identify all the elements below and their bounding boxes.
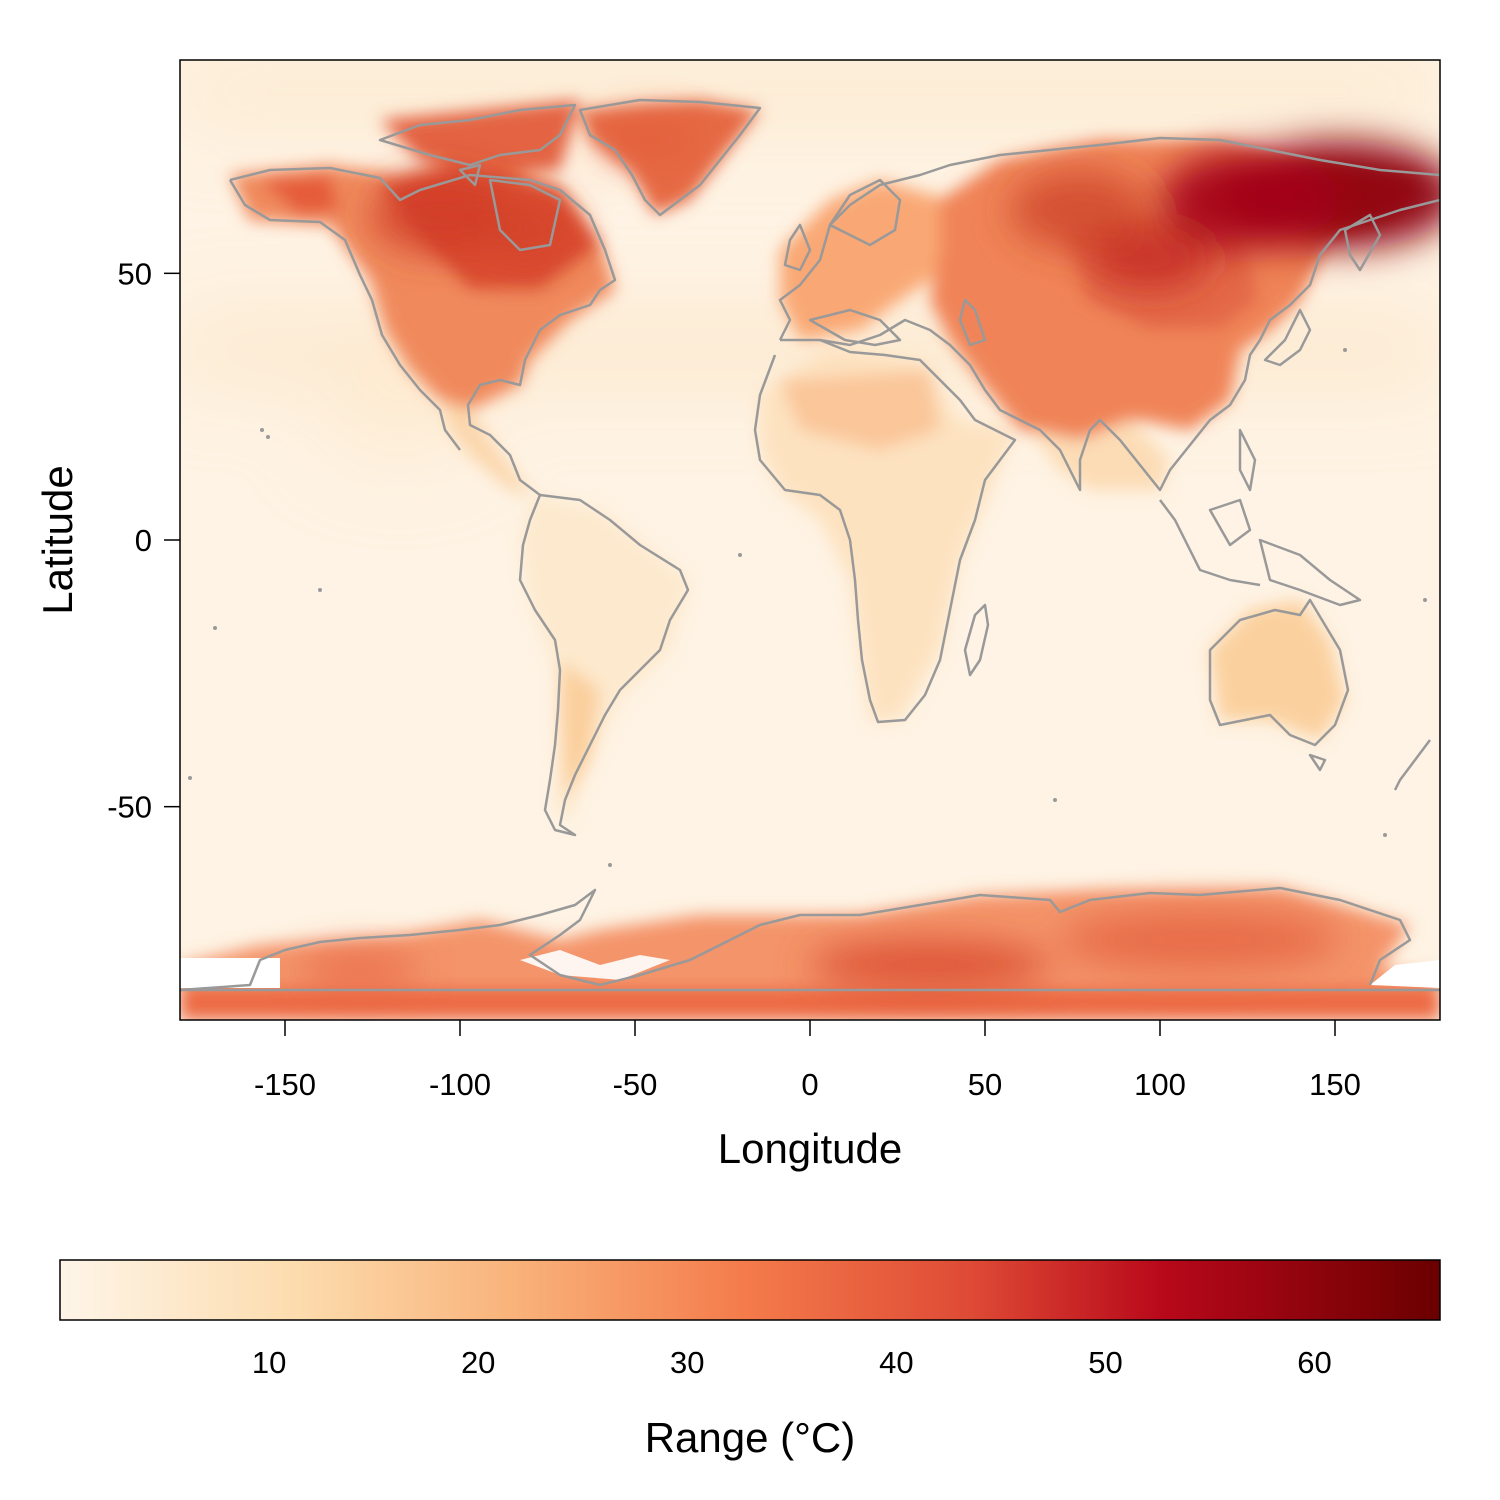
colorbar-tick-label: 60	[1297, 1345, 1331, 1380]
no-data-region	[1370, 960, 1440, 988]
colorbar-gradient	[59, 1259, 1441, 1321]
colorbar-ticks: 10 20 30 40 50 60	[252, 1345, 1332, 1380]
y-axis: 50 0 -50	[107, 256, 180, 825]
x-tick-label: -100	[429, 1067, 491, 1102]
island-dots	[188, 348, 1427, 867]
colorbar-tick-label: 20	[461, 1345, 495, 1380]
x-tick-label: 100	[1134, 1067, 1186, 1102]
colorbar-tick-label: 40	[879, 1345, 913, 1380]
y-tick-label: 50	[118, 256, 152, 291]
y-axis-title: Latitude	[34, 465, 81, 614]
x-tick-label: 50	[968, 1067, 1002, 1102]
no-data-region	[180, 958, 280, 988]
colorbar-title: Range (°C)	[645, 1414, 856, 1461]
colorbar-tick-label: 30	[670, 1345, 704, 1380]
x-tick-label: 0	[801, 1067, 818, 1102]
map-plot-area	[180, 60, 1440, 1020]
x-tick-label: -50	[613, 1067, 658, 1102]
colorbar-tick-label: 50	[1088, 1345, 1122, 1380]
x-tick-label: 150	[1309, 1067, 1361, 1102]
hotspot-shading	[300, 115, 1440, 990]
x-axis-title: Longitude	[718, 1125, 903, 1172]
colorbar-tick-label: 10	[252, 1345, 286, 1380]
x-tick-label: -150	[254, 1067, 316, 1102]
y-tick-label: 0	[135, 523, 152, 558]
colorbar: 10 20 30 40 50 60 Range (°C)	[59, 1259, 1441, 1461]
coastlines	[180, 98, 1440, 992]
y-tick-label: -50	[107, 790, 152, 825]
x-axis: -150 -100 -50 0 50 100 150	[254, 1020, 1361, 1102]
